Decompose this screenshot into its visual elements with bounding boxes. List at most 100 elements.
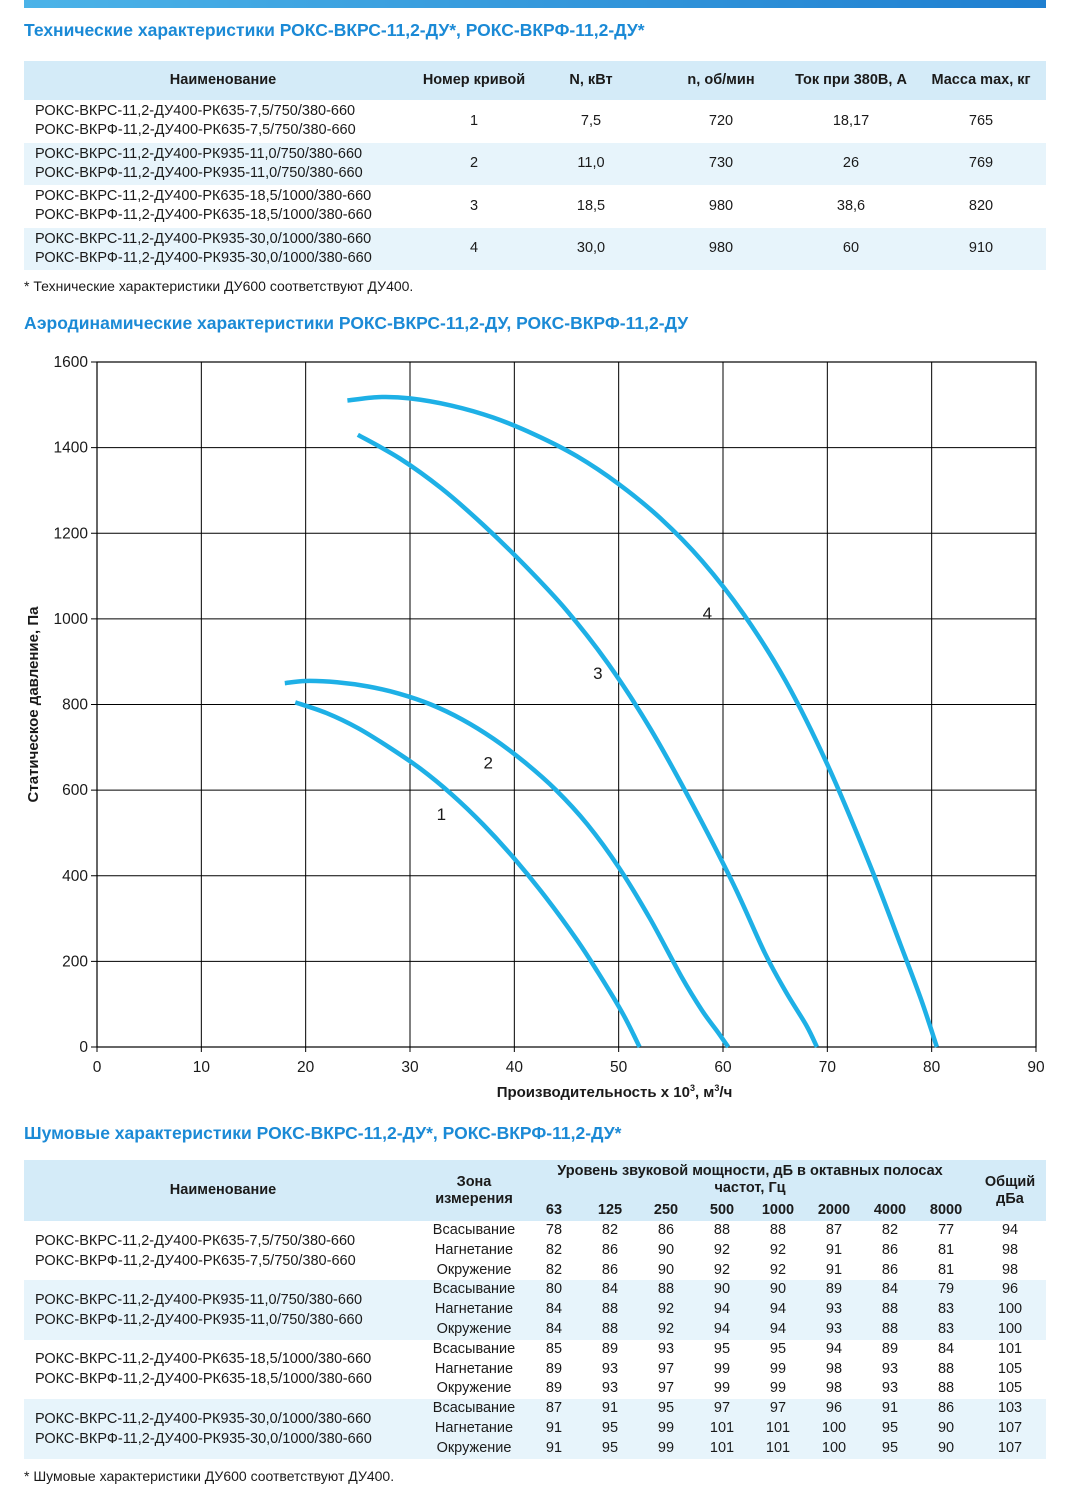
tech-row: РОКС-ВКРС-11,2-ДУ400-РК935-11,0/750/380-…: [24, 142, 1046, 185]
noise-cell-name: РОКС-ВКРС-11,2-ДУ400-РК635-7,5/750/380-6…: [24, 1221, 422, 1280]
noise-cell-value: 91: [825, 1261, 843, 1278]
noise-cell-zone: Всасывание: [432, 1340, 516, 1357]
noise-cell-total: 100: [974, 1319, 1047, 1340]
x-tick-label: 80: [923, 1059, 941, 1076]
tech-cell-power: 30,0: [526, 227, 656, 270]
noise-cell-value: 81: [937, 1241, 955, 1258]
model-name-2: РОКС-ВКРФ-11,2-ДУ400-РК635-18,5/1000/380…: [35, 207, 372, 224]
noise-cell-total: 107: [974, 1418, 1047, 1439]
noise-cell-value: 101: [750, 1418, 806, 1439]
y-axis-label: Статическое давление, Па: [25, 606, 42, 803]
aero-chart: 0 10 20 30 40 50 60 70 80 90 0 200 400 600 800 1000 1200…: [25, 354, 1045, 1100]
tech-row: РОКС-ВКРС-11,2-ДУ400-РК935-30,0/1000/380…: [24, 227, 1046, 270]
noise-row: Нагнетание 91 95 99 101 101 100 95 90 107: [24, 1418, 1047, 1439]
noise-row: Окружение 82 86 90 92 92 91 86 81 98: [24, 1261, 1046, 1281]
tech-cell-power: 7,5: [580, 112, 602, 129]
noise-cell-value: 93: [601, 1360, 619, 1377]
noise-row: Нагнетание 82 86 90 92 92 91 86 81 98: [24, 1241, 1046, 1261]
noise-row: Окружение 84 88 92 94 94 93 88 83 100: [24, 1319, 1047, 1340]
noise-header-freq: 2000: [806, 1200, 862, 1221]
x-tick-label: 60: [714, 1059, 732, 1076]
noise-cell-value: 91: [862, 1399, 918, 1419]
noise-cell-value: 99: [713, 1380, 731, 1397]
noise-cell-value: 93: [806, 1319, 862, 1340]
noise-cell-value: 89: [601, 1340, 619, 1357]
noise-cell-value: 88: [937, 1360, 955, 1377]
noise-header-freq: 250: [638, 1200, 694, 1221]
tech-cell-mass: 769: [916, 142, 1046, 185]
noise-cell-value: 93: [601, 1380, 619, 1397]
noise-cell-total: 105: [997, 1360, 1023, 1377]
noise-cell-value: 84: [526, 1300, 582, 1320]
noise-note: * Шумовые характеристики ДУ600 соответст…: [24, 1468, 395, 1484]
x-tick-label: 70: [819, 1059, 837, 1076]
curve-4-label: 4: [703, 604, 712, 623]
noise-header-total: Общий дБа: [974, 1160, 1047, 1221]
noise-cell-value: 88: [862, 1319, 918, 1340]
tech-cell-curve: 2: [422, 142, 526, 185]
tech-title: Технические характеристики РОКС-ВКРС-11,…: [24, 20, 645, 40]
noise-cell-value: 86: [601, 1241, 619, 1258]
model-name-2: РОКС-ВКРФ-11,2-ДУ400-РК935-11,0/750/380-…: [35, 164, 363, 181]
noise-header-freq: 63: [526, 1200, 582, 1221]
noise-row: Окружение 89 93 97 99 99 98 93 88 105: [24, 1379, 1046, 1399]
tech-header-power: N, кВт: [526, 61, 656, 100]
model-name-2: РОКС-ВКРФ-11,2-ДУ400-РК935-11,0/750/380-…: [35, 1312, 363, 1329]
curve-2-label: 2: [484, 754, 493, 773]
noise-cell-name: РОКС-ВКРС-11,2-ДУ400-РК935-30,0/1000/380…: [24, 1399, 422, 1459]
curve-3-label: 3: [593, 664, 602, 683]
noise-cell-value: 93: [806, 1300, 862, 1320]
noise-cell-value: 80: [526, 1280, 582, 1301]
noise-cell-value: 88: [862, 1300, 918, 1320]
y-tick-label: 400: [62, 868, 88, 885]
tech-cell-name: РОКС-ВКРС-11,2-ДУ400-РК935-11,0/750/380-…: [24, 142, 422, 185]
noise-cell-zone: Окружение: [422, 1319, 526, 1340]
noise-cell-total: 98: [1001, 1261, 1019, 1278]
tech-cell-rpm: 980: [656, 227, 786, 270]
noise-cell-total: 100: [974, 1300, 1047, 1320]
y-tick-label: 600: [62, 782, 88, 799]
noise-cell-value: 99: [713, 1360, 731, 1377]
noise-cell-value: 92: [769, 1261, 787, 1278]
noise-cell-value: 88: [937, 1380, 955, 1397]
noise-cell-value: 86: [657, 1222, 675, 1238]
x-tick-label: 90: [1027, 1059, 1045, 1076]
y-tick-label: 1400: [54, 440, 89, 457]
noise-cell-value: 98: [825, 1360, 843, 1377]
noise-cell-value: 95: [582, 1438, 638, 1459]
noise-cell-value: 94: [750, 1319, 806, 1340]
x-tick-label: 30: [401, 1059, 419, 1076]
noise-cell-value: 92: [638, 1319, 694, 1340]
noise-cell-value: 94: [750, 1300, 806, 1320]
noise-cell-value: 92: [769, 1241, 787, 1258]
noise-cell-value: 94: [825, 1340, 843, 1357]
y-tick-label: 0: [79, 1039, 88, 1056]
noise-cell-zone: Окружение: [436, 1261, 512, 1278]
tech-header-curve: Номер кривой: [422, 61, 526, 100]
y-tick-label: 200: [62, 953, 88, 970]
tech-header-mass: Масса max, кг: [916, 61, 1046, 100]
noise-cell-value: 88: [713, 1222, 731, 1238]
noise-cell-value: 88: [582, 1319, 638, 1340]
tech-header-current: Ток при 380В, А: [786, 61, 916, 100]
noise-cell-name: РОКС-ВКРС-11,2-ДУ400-РК935-11,0/750/380-…: [24, 1280, 422, 1340]
noise-cell-value: 99: [769, 1380, 787, 1397]
model-name-1: РОКС-ВКРС-11,2-ДУ400-РК935-30,0/1000/380…: [35, 1410, 372, 1427]
noise-cell-value: 92: [713, 1241, 731, 1258]
noise-cell-value: 82: [601, 1222, 619, 1238]
noise-header-freq: 8000: [918, 1200, 975, 1221]
tech-cell-current: 26: [786, 142, 916, 185]
model-name-1: РОКС-ВКРС-11,2-ДУ400-РК635-18,5/1000/380…: [35, 188, 372, 205]
tech-cell-rpm: 980: [708, 197, 734, 214]
noise-header-freq: 1000: [750, 1200, 806, 1221]
model-name-1: РОКС-ВКРС-11,2-ДУ400-РК935-30,0/1000/380…: [35, 230, 372, 247]
model-name-1: РОКС-ВКРС-11,2-ДУ400-РК635-18,5/1000/380…: [35, 1351, 372, 1368]
noise-cell-value: 84: [937, 1340, 955, 1357]
noise-cell-zone: Нагнетание: [422, 1300, 526, 1320]
model-name-2: РОКС-ВКРФ-11,2-ДУ400-РК635-18,5/1000/380…: [35, 1371, 372, 1388]
tech-cell-rpm: 730: [656, 142, 786, 185]
noise-cell-name: РОКС-ВКРС-11,2-ДУ400-РК635-18,5/1000/380…: [24, 1340, 422, 1399]
noise-cell-value: 86: [918, 1399, 975, 1419]
x-axis-label: Производительность х 103, м3/ч: [497, 1083, 733, 1100]
noise-row: РОКС-ВКРС-11,2-ДУ400-РК935-30,0/1000/380…: [24, 1399, 1047, 1459]
